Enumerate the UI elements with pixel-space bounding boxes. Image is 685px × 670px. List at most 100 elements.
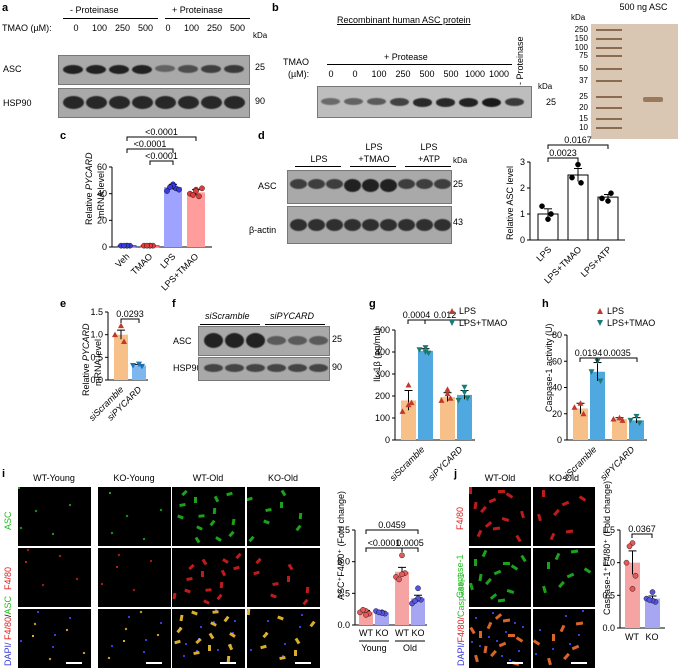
- data-point: [399, 571, 405, 578]
- panel-i-image-r0-c2: [172, 487, 245, 546]
- panel-h-ylabel: Caspase-1 activity (U): [544, 323, 554, 412]
- panel-b-ladder-band: [596, 118, 622, 120]
- y-tick-label: 60: [97, 162, 107, 172]
- panel-i-image-r0-c0: [18, 487, 91, 546]
- panel-j-row-merge: DAPI/F4/80/Caspase-1: [456, 573, 466, 666]
- panel-j-signal: [493, 569, 502, 576]
- panel-b-asc-band: [643, 97, 663, 102]
- panel-d-group-0: LPS: [310, 154, 328, 164]
- panel-i-signal: [159, 508, 163, 512]
- data-point: [176, 186, 182, 193]
- y-tick-label: 200: [375, 391, 390, 401]
- y-tick-label: 0: [520, 235, 525, 245]
- panel-a-lane-2: 250: [115, 23, 131, 33]
- panel-i-signal: [19, 526, 23, 530]
- panel-i-dapi: [111, 645, 113, 647]
- panel-j-signal: [497, 489, 506, 494]
- panel-i-signal: [196, 525, 203, 531]
- x-tick-label: TMAO: [129, 251, 154, 276]
- panel-j-signal: [547, 657, 552, 666]
- panel-f-asc-band: [246, 333, 265, 348]
- y-tick-label: 0: [385, 435, 390, 445]
- panel-i-signal: [227, 643, 234, 651]
- panel-b-ladder-mark-10: 10: [579, 123, 588, 132]
- panel-b-lane-1: 0: [352, 69, 358, 79]
- data-point: [580, 410, 587, 417]
- panel-i-signal: [100, 582, 104, 586]
- panel-a-hsp90-band: [155, 96, 176, 109]
- p-value-label: 0.012: [434, 310, 457, 320]
- data-point: [575, 161, 581, 168]
- panel-b-ladder-band: [596, 47, 622, 49]
- panel-i-dapi: [185, 643, 187, 645]
- panel-i-signal: [212, 610, 219, 614]
- panel-c-letter: c: [60, 130, 67, 142]
- panel-i-col-0: WT-Young: [33, 473, 75, 483]
- panel-j-signal: [547, 562, 550, 569]
- x-tick-label: KO: [375, 628, 388, 638]
- panel-i-signal: [220, 569, 227, 577]
- panel-i-signal: [231, 518, 236, 526]
- panel-i-signal: [294, 637, 301, 645]
- panel-d-actin-band: [290, 219, 307, 231]
- legend-marker: [597, 308, 603, 314]
- panel-d-group-1-sub: +TMAO: [358, 154, 390, 164]
- panel-f-asc-band: [288, 336, 307, 345]
- panel-i-signal: [247, 496, 253, 502]
- panel-i-signal: [210, 621, 217, 627]
- x-tick-label: WT: [359, 628, 373, 638]
- data-point: [629, 586, 636, 592]
- panel-j-dapi: [471, 641, 473, 643]
- bar: [590, 371, 605, 440]
- panel-i-image-r1-c0: [18, 548, 91, 607]
- panel-b-ladder-band: [596, 55, 622, 57]
- panel-a-lane-5: 100: [184, 23, 200, 33]
- panel-a-asc-band: [155, 65, 175, 73]
- panel-a-asc-band: [201, 65, 221, 74]
- panel-i-letter: i: [2, 468, 6, 480]
- data-point: [539, 203, 545, 209]
- p-value-label: <0.0001: [145, 127, 178, 137]
- panel-i-signal: [198, 514, 205, 518]
- legend-label: LPS: [607, 306, 624, 316]
- panel-f-asc-band: [225, 333, 244, 348]
- panel-j-image-r1-c0: [469, 548, 531, 607]
- bar: [395, 571, 409, 625]
- panel-j-dapi: [535, 653, 537, 655]
- panel-i-signal: [186, 576, 193, 582]
- panel-a-hsp90-band: [178, 96, 199, 109]
- panel-j-image-r2-c1: [533, 609, 595, 668]
- significance-bracket: [424, 319, 466, 324]
- panel-i-signal: [125, 514, 129, 518]
- panel-i-signal: [32, 635, 34, 637]
- panel-a-hsp90-band: [86, 96, 107, 109]
- bar: [187, 192, 205, 247]
- panel-j-signal: [554, 552, 561, 561]
- bar: [132, 365, 146, 380]
- panel-f-asc-kda: 25: [332, 334, 343, 344]
- panel-b-band: [344, 98, 363, 106]
- data-point: [130, 362, 136, 369]
- panel-j-dapi: [578, 634, 580, 636]
- panel-d-asc-band: [380, 179, 397, 192]
- panel-i-signal: [208, 632, 215, 640]
- data-point: [569, 174, 575, 181]
- panel-i-dapi: [52, 646, 54, 648]
- panel-i-signal: [181, 489, 188, 497]
- panel-b-letter: b: [272, 2, 279, 14]
- panel-j-signal: [505, 492, 514, 499]
- panel-i-signal: [116, 566, 118, 568]
- bar: [114, 334, 128, 380]
- legend-marker: [449, 320, 455, 326]
- panel-i-dapi: [183, 655, 185, 657]
- p-value-label: <0.0001: [368, 538, 401, 548]
- panel-j-signal: [566, 572, 575, 579]
- data-point: [118, 322, 124, 329]
- y-tick-label: 40: [97, 189, 107, 199]
- y-tick-label: 80: [552, 330, 562, 340]
- panel-i-signal: [65, 628, 69, 632]
- panel-j-dapi: [505, 631, 507, 633]
- panel-j-signal: [558, 580, 565, 589]
- panel-i-signal: [262, 631, 269, 639]
- panel-a-hsp90-label: HSP90: [3, 98, 32, 108]
